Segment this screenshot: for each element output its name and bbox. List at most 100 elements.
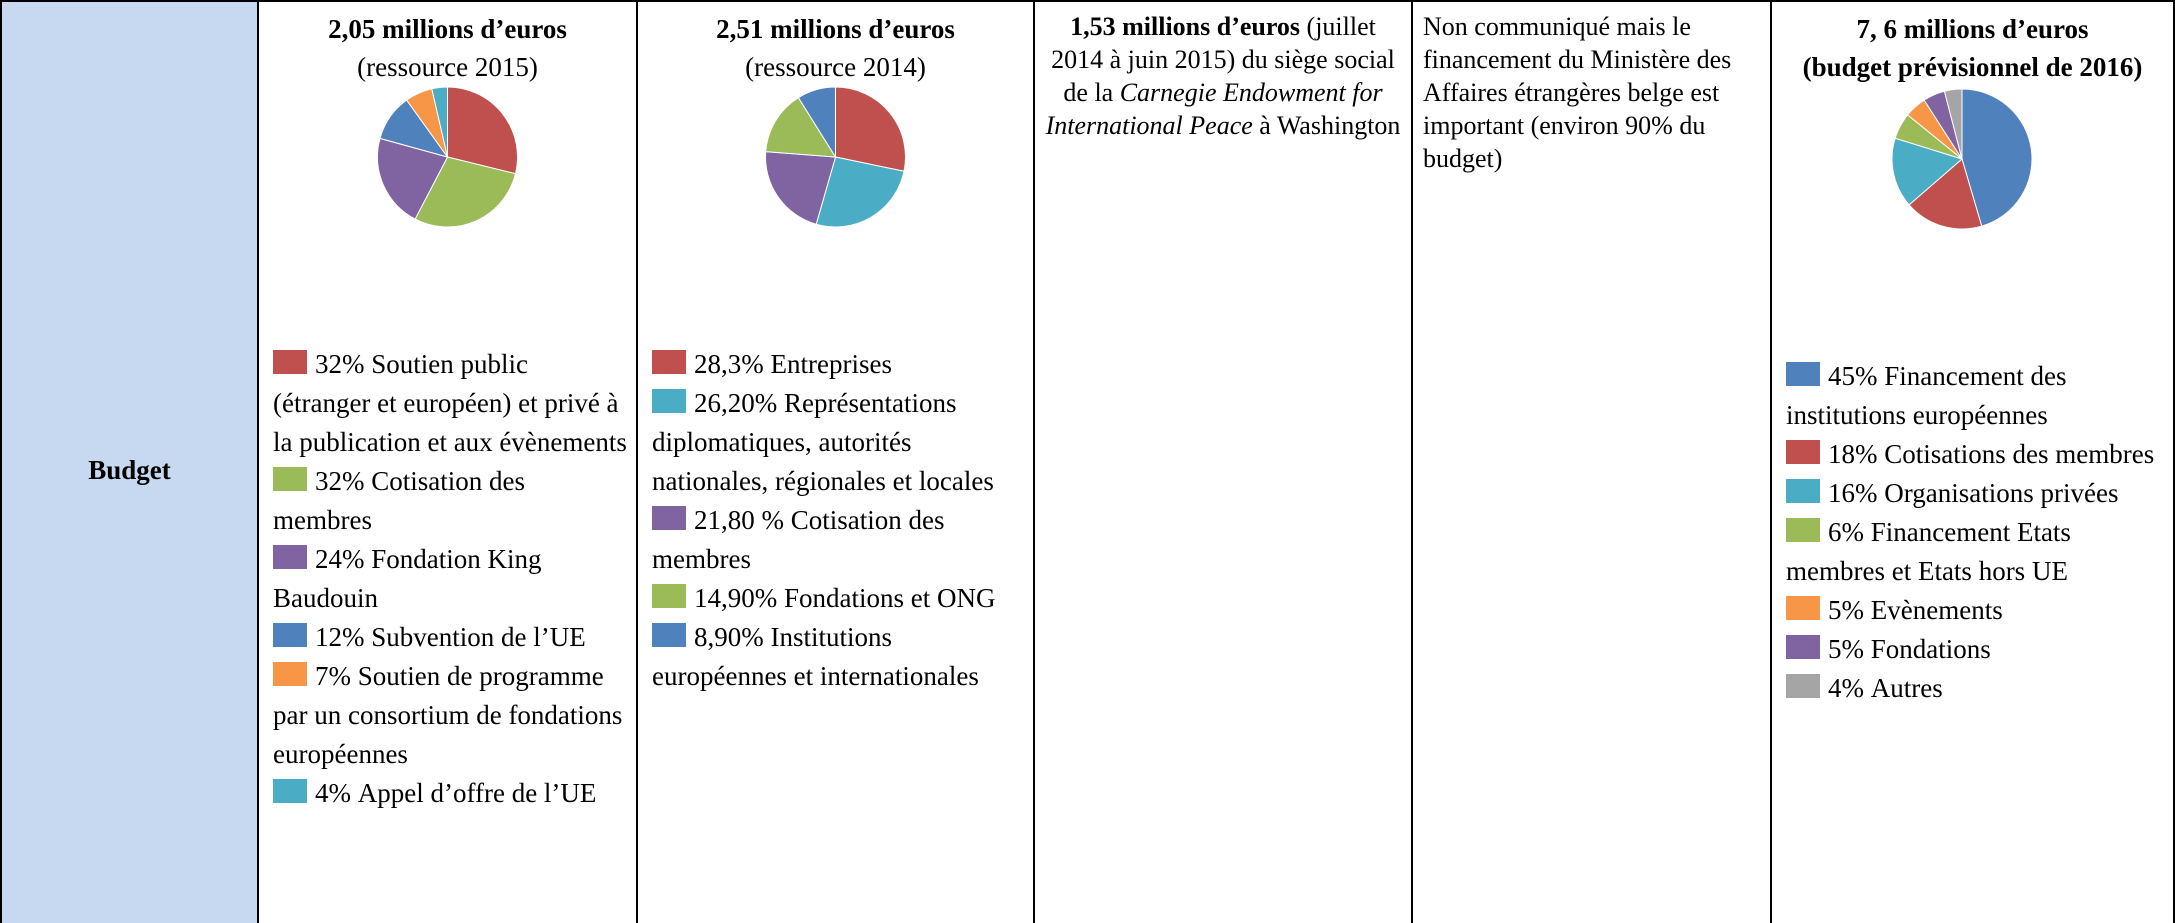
legend: 45% Financement des institutions européen… [1786, 357, 2165, 708]
legend-item: 32% Soutien public (étranger et européen)… [273, 345, 628, 462]
legend-item: 12% Subvention de l’UE [273, 618, 628, 657]
legend-item: 6% Financement Etats membres et Etats hor… [1786, 513, 2165, 591]
legend-label: Cotisations des membres [1884, 439, 2155, 469]
legend-value: 21,80 % [694, 505, 784, 535]
heading-subtitle: (budget prévisionnel de 2016) [1802, 52, 2143, 82]
legend-label: Entreprises [770, 349, 892, 379]
pie-slice [377, 137, 449, 220]
legend-value: 5% [1828, 634, 1864, 664]
legend-label: Soutien de programme par un consortium d… [273, 661, 623, 769]
legend-swatch [652, 584, 686, 608]
cell-heading: 2,05 millions d’euros (ressource 2015) [259, 2, 636, 86]
legend-item: 16% Organisations privées [1786, 474, 2165, 513]
legend-swatch [652, 506, 686, 530]
cell-heading: 7, 6 millions d’euros (budget prévisionne… [1772, 2, 2173, 86]
pie-chart [377, 86, 518, 228]
pie-slice [797, 86, 836, 159]
legend-value: 4% [1828, 673, 1864, 703]
pie-slice [414, 156, 517, 228]
legend-value: 32% [315, 349, 365, 379]
legend-swatch [1786, 479, 1820, 503]
text-run: (juillet 2014 à juin 2015) du siège soci… [1051, 12, 1395, 107]
pie-slice [447, 86, 518, 175]
legend-item: 24% Fondation King Baudouin [273, 540, 628, 618]
legend-swatch [273, 467, 307, 491]
legend-item: 4% Autres [1786, 669, 2165, 708]
legend-swatch [1786, 518, 1820, 542]
legend-swatch [1786, 362, 1820, 386]
heading-subtitle: (ressource 2015) [357, 52, 538, 82]
legend: 32% Soutien public (étranger et européen)… [273, 345, 628, 813]
legend-swatch [273, 779, 307, 803]
legend-label: Financement des institutions européennes [1786, 361, 2067, 430]
pie-chart [1891, 88, 2033, 230]
legend-swatch [652, 623, 686, 647]
pie-slice [1908, 158, 1983, 230]
legend-swatch [273, 350, 307, 374]
legend-label: Fondations [1870, 634, 1991, 664]
legend-value: 32% [315, 466, 365, 496]
legend-item: 18% Cotisations des membres [1786, 435, 2165, 474]
legend-swatch [1786, 440, 1820, 464]
legend-swatch [1786, 596, 1820, 620]
legend-item: 28,3% Entreprises [652, 345, 1025, 384]
legend-value: 6% [1828, 517, 1864, 547]
legend-swatch [1786, 674, 1820, 698]
legend-value: 24% [315, 544, 365, 574]
legend-item: 45% Financement des institutions européen… [1786, 357, 2165, 435]
legend-value: 8,90% [694, 622, 764, 652]
legend-value: 16% [1828, 478, 1878, 508]
legend-item: 8,90% Institutions européennes et interna… [652, 618, 1025, 696]
legend-label: Autres [1870, 673, 1943, 703]
legend-swatch [1786, 635, 1820, 659]
legend-label: Evènements [1870, 595, 2003, 625]
text-run: à Washington [1252, 111, 1401, 140]
table-cell: 2,51 millions d’euros (ressource 2014) 28,… [636, 0, 1035, 923]
legend-swatch [273, 662, 307, 686]
legend-item: 4% Appel d’offre de l’UE [273, 774, 628, 813]
legend-item: 5% Evènements [1786, 591, 2165, 630]
legend-value: 7% [315, 661, 351, 691]
legend-label: Cotisation des membres [273, 466, 525, 535]
pie-slice [1961, 88, 2033, 227]
table-cell: 1,53 millions d’euros (juillet 2014 à ju… [1033, 0, 1413, 923]
legend-swatch [652, 389, 686, 413]
pie-slice [835, 86, 906, 172]
cell-text: 1,53 millions d’euros (juillet 2014 à ju… [1035, 2, 1411, 142]
legend-swatch [273, 545, 307, 569]
legend-label: Financement Etats membres et Etats hors … [1786, 517, 2071, 586]
heading-title: 2,05 millions d’euros [328, 14, 567, 44]
legend-label: Appel d’offre de l’UE [357, 778, 597, 808]
legend-label: Organisations privées [1884, 478, 2119, 508]
legend-label: Soutien public (étranger et européen) et… [273, 349, 627, 457]
pie-slice [1891, 137, 1964, 206]
legend-label: Institutions européennes et internationa… [652, 622, 979, 691]
legend-label: Cotisation des membres [652, 505, 945, 574]
cell-heading: 2,51 millions d’euros (ressource 2014) [638, 2, 1033, 86]
legend-item: 7% Soutien de programme par un consortium… [273, 657, 628, 774]
legend-label: Fondations et ONG [784, 583, 996, 613]
legend-swatch [273, 623, 307, 647]
legend-value: 18% [1828, 439, 1878, 469]
pie-chart [765, 86, 906, 228]
pie-slice [815, 156, 905, 228]
legend-label: Subvention de l’UE [371, 622, 586, 652]
heading-title: 2,51 millions d’euros [716, 14, 955, 44]
legend-label: Représentations diplomatiques, autorités… [652, 388, 994, 496]
legend-item: 21,80 % Cotisation des membres [652, 501, 1025, 579]
legend-item: 5% Fondations [1786, 630, 2165, 669]
legend: 28,3% Entreprises 26,20% Représentations di… [652, 345, 1025, 696]
legend-value: 12% [315, 622, 365, 652]
legend-item: 32% Cotisation des membres [273, 462, 628, 540]
legend-item: 26,20% Représentations diplomatiques, aut… [652, 384, 1025, 501]
legend-value: 5% [1828, 595, 1864, 625]
table-cell: 2,05 millions d’euros (ressource 2015) 32%… [257, 0, 638, 923]
pie-slice [765, 151, 837, 225]
table-cell: Non communiqué mais le financement du Mi… [1411, 0, 1772, 923]
cell-text: Non communiqué mais le financement du Mi… [1413, 2, 1770, 175]
legend-value: 45% [1828, 361, 1878, 391]
row-header: Budget [0, 0, 259, 923]
legend-swatch [652, 350, 686, 374]
pie-slice [1943, 88, 1963, 160]
